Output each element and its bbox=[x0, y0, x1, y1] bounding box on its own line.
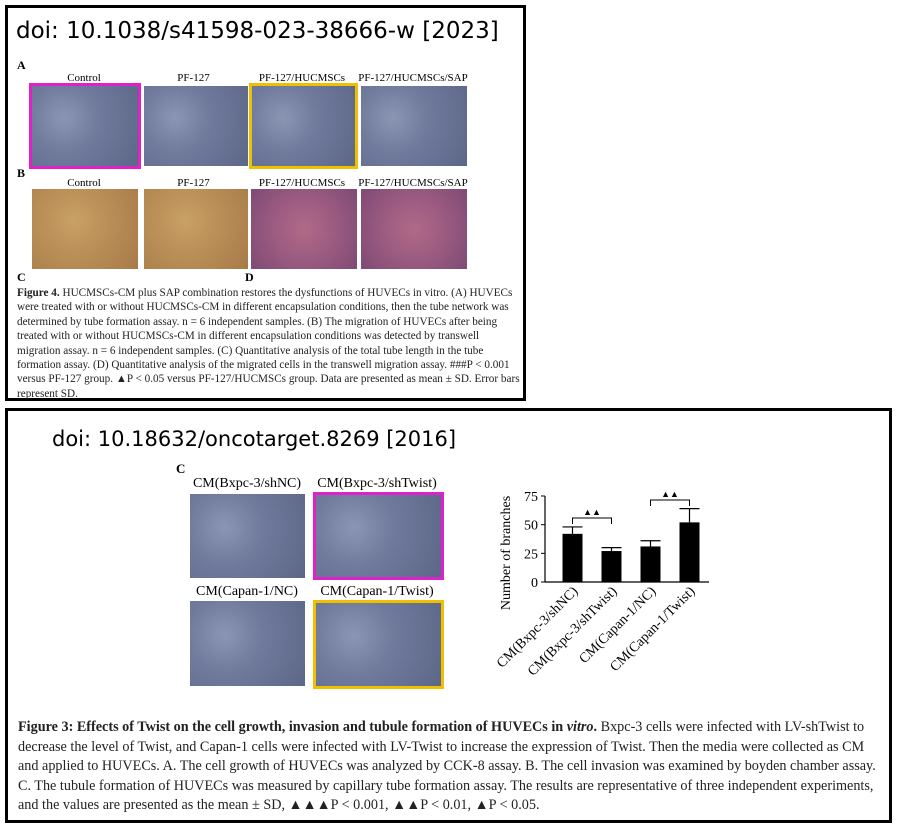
image-label: CM(Capan-1/NC) bbox=[196, 584, 298, 599]
micrograph bbox=[361, 189, 467, 269]
figure-box: doi: 10.1038/s41598-023-38666-w [2023] A… bbox=[5, 5, 526, 401]
image-label: CM(Bxpc-3/shTwist) bbox=[317, 476, 437, 491]
caption: Figure 4. HUCMSCs-CM plus SAP combinatio… bbox=[17, 286, 522, 401]
figure-box: doi: 10.18632/oncotarget.8269 [2016] C C… bbox=[5, 408, 892, 823]
micrograph bbox=[313, 492, 444, 580]
panel-label: C bbox=[17, 270, 26, 284]
micrograph bbox=[32, 189, 138, 269]
image-label: CM(Bxpc-3/shNC) bbox=[192, 476, 302, 491]
panel-label: B bbox=[17, 166, 26, 180]
image-label: Control bbox=[67, 177, 101, 189]
panel-label: A bbox=[17, 58, 26, 72]
caption-lead: Figure 4. bbox=[17, 287, 60, 299]
caption-dot: . bbox=[593, 719, 598, 735]
image-label: PF-127/HUCMSCs/SAP bbox=[358, 177, 468, 189]
micrograph bbox=[144, 189, 248, 269]
panel-label: D bbox=[245, 270, 254, 284]
caption: Figure 3: Effects of Twist on the cell g… bbox=[18, 718, 884, 816]
doi: doi: 10.1038/s41598-023-38666-w [2023] bbox=[16, 18, 499, 44]
image-label: PF-127/HUCMSCs/SAP bbox=[358, 72, 468, 84]
caption-body: HUCMSCs-CM plus SAP combination restores… bbox=[17, 287, 520, 400]
image-label: CM(Capan-1/Twist) bbox=[320, 584, 434, 599]
image-label: PF-127/HUCMSCs bbox=[258, 177, 346, 189]
caption-body: Bxpc-3 cells were infected with LV-shTwi… bbox=[18, 719, 876, 813]
caption-lead-text: Figure 3: Effects of Twist on the cell g… bbox=[18, 719, 567, 735]
panel-label: C bbox=[176, 461, 186, 476]
micrograph bbox=[29, 83, 141, 169]
micrograph bbox=[313, 600, 444, 689]
image-label: PF-127 bbox=[177, 177, 210, 189]
micrograph bbox=[190, 601, 305, 686]
caption-lead: Figure 3: Effects of Twist on the cell g… bbox=[18, 719, 597, 735]
micrograph bbox=[249, 83, 358, 169]
micrograph bbox=[361, 86, 467, 166]
micrograph bbox=[251, 189, 357, 269]
image-label: PF-127 bbox=[177, 72, 210, 84]
image-label: PF-127/HUCMSCs bbox=[258, 72, 346, 84]
image-label: Control bbox=[67, 72, 101, 84]
micrograph bbox=[144, 86, 248, 166]
caption-italic: vitro bbox=[566, 719, 594, 735]
doi: doi: 10.18632/oncotarget.8269 [2016] bbox=[52, 427, 457, 451]
micrograph bbox=[190, 494, 305, 578]
